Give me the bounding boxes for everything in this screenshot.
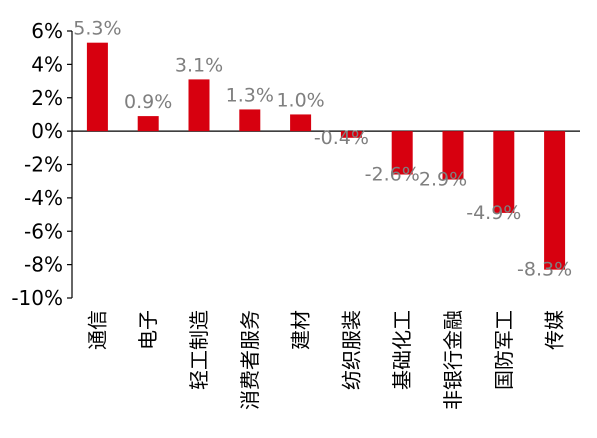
data-label: 5.3%: [73, 18, 121, 40]
category-label: 轻工制造: [187, 310, 211, 390]
data-label: -4.9%: [466, 202, 521, 224]
y-tick-label: -2%: [24, 153, 63, 177]
y-tick-label: 0%: [31, 119, 63, 143]
y-tick-label: -6%: [24, 219, 63, 243]
data-label: 1.3%: [226, 84, 274, 106]
bar: [239, 109, 261, 132]
bar: [442, 131, 464, 180]
bar: [391, 131, 413, 175]
y-tick-label: 2%: [31, 86, 63, 110]
data-label: 3.1%: [175, 54, 223, 76]
data-label: -8.3%: [517, 259, 572, 281]
category-label: 传媒: [543, 310, 567, 350]
y-tick-label: 4%: [31, 52, 63, 76]
bar: [340, 131, 362, 138]
bar: [188, 79, 210, 132]
y-tick-label: -4%: [24, 186, 63, 210]
category-label: 基础化工: [390, 310, 414, 390]
category-label: 国防军工: [492, 310, 516, 390]
y-tick-label: -10%: [11, 286, 63, 310]
bar: [137, 116, 159, 132]
y-tick-label: -8%: [24, 253, 63, 277]
category-label: 非银行金融: [441, 310, 465, 410]
category-labels: 通信 电子 轻工制造 消费者服务 建材 纺织服装 基础化工 非银行金融 国防军工 传媒: [85, 310, 566, 410]
category-label: 纺织服装: [339, 310, 363, 390]
data-label: 1.0%: [276, 89, 324, 111]
bar: [544, 131, 566, 270]
bars: [86, 42, 566, 270]
category-label: 建材: [289, 310, 313, 350]
bar: [290, 114, 312, 132]
category-label: 电子: [136, 310, 160, 350]
data-label: -2.6%: [365, 164, 420, 186]
data-label: 0.9%: [124, 91, 172, 113]
data-label: -0.4%: [314, 127, 369, 149]
data-labels: 5.3% 0.9%3.1%1.3% 1.0% -0.4% -2.6% 2.9% -4.9% -…: [73, 18, 572, 281]
category-label: 通信: [85, 310, 109, 350]
bar: [493, 131, 515, 213]
y-tick-label: 6%: [31, 19, 63, 43]
category-label: 消费者服务: [238, 310, 262, 410]
data-label: 2.9%: [419, 169, 467, 191]
axes: 6% 4% 2% 0% -2% -4% -6% -8% -10%: [11, 19, 580, 310]
bar: [86, 42, 108, 132]
